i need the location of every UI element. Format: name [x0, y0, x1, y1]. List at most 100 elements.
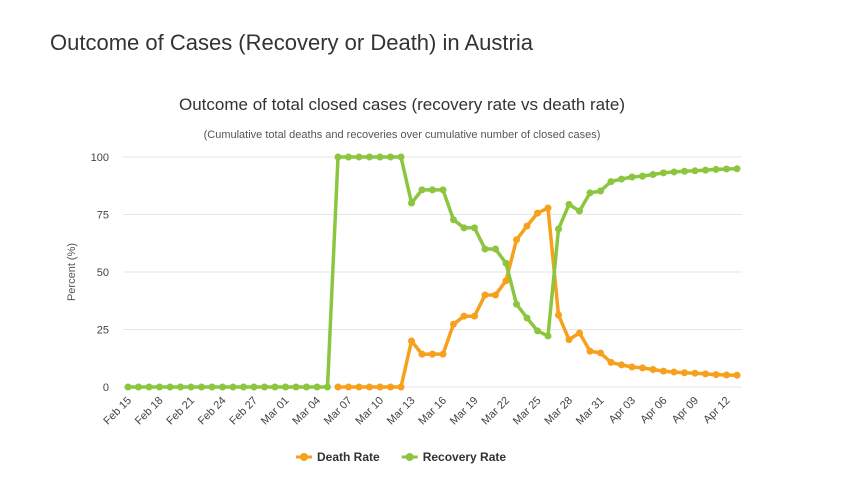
- x-tick-label: Mar 31: [574, 395, 607, 428]
- recovery-rate-point: [145, 383, 153, 391]
- death-rate-point: [523, 222, 531, 230]
- recovery-rate-point: [450, 216, 457, 224]
- death-rate-point: [492, 291, 499, 299]
- x-tick-label: Apr 12: [701, 395, 732, 426]
- chart-title: Outcome of total closed cases (recovery …: [179, 95, 625, 114]
- recovery-rate-point: [534, 327, 541, 335]
- recovery-rate-point: [198, 383, 205, 391]
- death-rate-point: [681, 369, 688, 377]
- death-rate-point: [471, 312, 478, 320]
- legend-marker-recovery-rate: [405, 453, 414, 461]
- death-rate-point: [481, 291, 489, 299]
- x-tick-label: Apr 06: [638, 395, 669, 426]
- recovery-rate-point: [618, 175, 625, 183]
- death-rate-point: [429, 350, 436, 358]
- chart-subtitle: (Cumulative total deaths and recoveries …: [204, 129, 601, 141]
- x-tick-label: Feb 15: [101, 395, 134, 428]
- y-tick-label: 75: [97, 210, 109, 222]
- death-rate-point: [366, 383, 373, 391]
- death-rate-point: [502, 277, 510, 285]
- recovery-rate-point: [660, 169, 667, 177]
- death-rate-point: [345, 383, 352, 391]
- y-tick-label: 25: [97, 325, 109, 337]
- recovery-rate-point: [324, 383, 331, 391]
- recovery-rate-point: [408, 199, 415, 207]
- x-tick-label: Mar 01: [259, 395, 292, 428]
- recovery-rate-point: [555, 225, 562, 233]
- recovery-rate-point: [513, 300, 520, 308]
- death-rate-point: [723, 371, 730, 379]
- x-tick-label: Feb 24: [196, 395, 229, 428]
- recovery-rate-point: [460, 224, 468, 232]
- recovery-rate-point: [471, 224, 478, 232]
- recovery-rate-point: [429, 186, 436, 194]
- recovery-rate-point: [376, 153, 384, 161]
- recovery-rate-point: [418, 186, 426, 194]
- recovery-rate-point: [313, 383, 321, 391]
- recovery-rate-point: [387, 153, 394, 161]
- death-rate-point: [597, 349, 604, 357]
- recovery-rate-point: [135, 383, 142, 391]
- recovery-rate-point: [702, 166, 709, 174]
- x-tick-label: Mar 04: [290, 395, 323, 428]
- x-tick-label: Mar 07: [322, 395, 355, 428]
- death-rate-line: [338, 206, 738, 389]
- recovery-rate-point: [481, 245, 489, 253]
- x-tick-label: Feb 18: [133, 395, 166, 428]
- recovery-rate-point: [208, 383, 216, 391]
- recovery-rate-point: [565, 200, 573, 208]
- x-tick-label: Apr 03: [607, 395, 638, 426]
- y-tick-label: 100: [91, 152, 109, 164]
- recovery-rate-point: [607, 178, 615, 186]
- recovery-rate-point: [166, 383, 174, 391]
- death-rate-point: [408, 337, 415, 345]
- recovery-rate-point: [229, 383, 237, 391]
- recovery-rate-point: [628, 173, 636, 181]
- x-tick-label: Mar 22: [479, 395, 512, 428]
- recovery-rate-point: [597, 187, 604, 195]
- death-rate-point: [576, 329, 583, 337]
- death-rate-point: [460, 312, 468, 320]
- recovery-rate-point: [712, 165, 720, 173]
- recovery-rate-point: [502, 259, 510, 267]
- death-rate-point: [618, 361, 625, 369]
- death-rate-point: [439, 350, 447, 358]
- x-tick-label: Mar 13: [385, 395, 418, 428]
- y-tick-label: 0: [103, 382, 109, 394]
- death-rate-point: [376, 383, 384, 391]
- recovery-rate-point: [219, 383, 226, 391]
- x-tick-label: Mar 25: [511, 395, 544, 428]
- recovery-rate-point: [292, 383, 300, 391]
- recovery-rate-point: [334, 153, 342, 161]
- legend-marker-death-rate: [300, 453, 308, 461]
- recovery-rate-point: [733, 165, 741, 173]
- death-rate-point: [555, 311, 562, 319]
- recovery-rate-point: [355, 153, 363, 161]
- recovery-rate-point: [670, 168, 678, 176]
- page-heading: Outcome of Cases (Recovery or Death) in …: [50, 30, 533, 55]
- death-rate-point: [660, 367, 667, 375]
- recovery-rate-point: [240, 383, 247, 391]
- recovery-rate-point: [250, 383, 258, 391]
- death-rate-point: [639, 364, 646, 372]
- recovery-rate-point: [303, 383, 310, 391]
- y-axis-label: Percent (%): [66, 243, 78, 301]
- recovery-rate-point: [366, 153, 373, 161]
- death-rate-point: [607, 358, 615, 366]
- death-rate-point: [450, 320, 457, 328]
- death-rate-point: [702, 370, 709, 378]
- x-tick-label: Apr 09: [670, 395, 701, 426]
- recovery-rate-point: [124, 383, 132, 391]
- x-tick-label: Mar 19: [448, 395, 481, 428]
- y-tick-label: 50: [97, 267, 109, 279]
- death-rate-point: [586, 347, 594, 355]
- death-rate-point: [649, 366, 657, 374]
- legend-label-death-rate: Death Rate: [317, 450, 380, 464]
- death-rate-point: [712, 371, 720, 379]
- death-rate-point: [628, 363, 636, 371]
- recovery-rate-point: [177, 383, 184, 391]
- recovery-rate-point: [691, 167, 699, 175]
- recovery-rate-point: [261, 383, 268, 391]
- recovery-rate-point: [156, 383, 163, 391]
